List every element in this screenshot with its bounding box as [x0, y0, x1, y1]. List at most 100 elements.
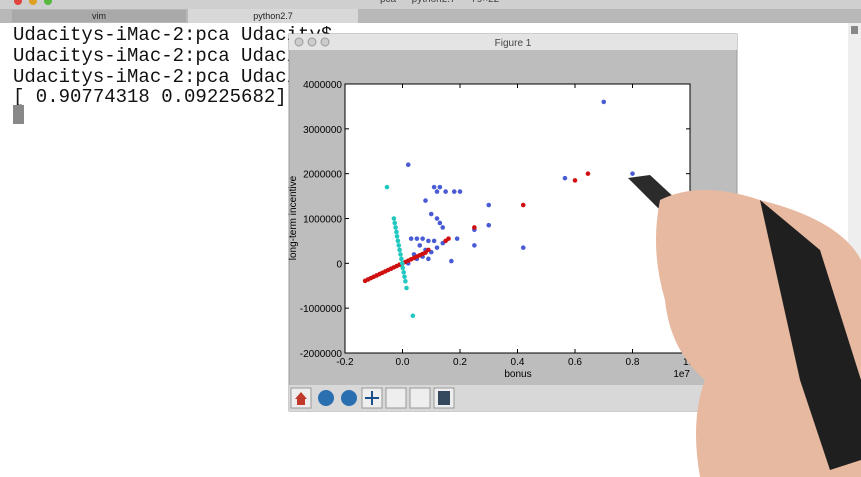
y-tick-label: 1000000: [303, 215, 342, 226]
forward-button[interactable]: [341, 390, 357, 406]
point: [437, 184, 443, 190]
close-button[interactable]: [294, 37, 304, 47]
point: [585, 171, 591, 176]
point: [431, 184, 437, 190]
point: [472, 225, 477, 230]
point: [440, 225, 446, 230]
save-icon: [438, 391, 450, 405]
point: [402, 274, 407, 280]
pan-icon: [365, 391, 379, 405]
point: [630, 171, 635, 176]
y-tick-label: 2000000: [303, 170, 342, 181]
toolbar-buttons: [290, 387, 455, 409]
point: [486, 222, 492, 228]
scroll-thumb[interactable]: [851, 26, 858, 34]
point: [384, 184, 390, 190]
terminal-line: Udacitys-iMac-2:pca Udacity$: [13, 45, 332, 67]
marks: -0.20.00.20.40.60.81.0-2000000-100000001…: [300, 80, 698, 368]
x-tick-label: 0.8: [626, 357, 640, 368]
zoom-button[interactable]: [44, 0, 52, 5]
tab-label[interactable]: vim: [92, 11, 106, 21]
terminal-title: pca — python2.7 — 79×22: [380, 0, 500, 5]
point: [472, 243, 477, 248]
point: [398, 252, 403, 257]
terminal-line: Udacitys-iMac-2:pca Udacity$: [13, 24, 332, 46]
point: [520, 202, 526, 208]
point: [423, 198, 428, 203]
point: [457, 189, 463, 194]
point: [520, 245, 526, 250]
point: [396, 243, 402, 248]
point: [443, 189, 448, 194]
point: [395, 238, 401, 244]
point: [601, 99, 607, 105]
point: [405, 162, 411, 167]
y-tick-label: -2000000: [300, 349, 343, 360]
point: [404, 285, 409, 291]
point: [562, 175, 568, 181]
subplots-button[interactable]: [409, 387, 431, 409]
presenter-hand: [628, 175, 861, 477]
x-tick-label: 0.2: [453, 357, 467, 368]
pen-body: [760, 200, 861, 470]
point: [414, 236, 420, 241]
terminal-line: Udacitys-iMac-2:pca Udacity$: [13, 66, 332, 88]
point: [423, 250, 428, 255]
point: [399, 261, 405, 266]
point: [392, 220, 398, 226]
point: [431, 238, 437, 244]
minimize-button[interactable]: [307, 37, 317, 47]
tab-active[interactable]: [188, 9, 358, 23]
point: [394, 234, 400, 239]
tab[interactable]: [12, 10, 186, 22]
terminal-titlebar: [0, 0, 861, 9]
point: [449, 258, 454, 264]
point: [426, 256, 431, 262]
point: [399, 256, 404, 262]
figure-titlebar: [289, 34, 737, 50]
point: [486, 202, 492, 208]
point: [426, 247, 431, 253]
x-tick-label: 0.4: [511, 357, 525, 368]
back-button[interactable]: [318, 390, 334, 406]
x-axis-label: bonus: [504, 369, 531, 380]
point: [391, 216, 397, 221]
x-tick-label: 0.0: [396, 357, 410, 368]
point: [417, 243, 423, 248]
y-axis-label: long-term incentive: [288, 175, 299, 260]
point: [428, 211, 434, 217]
y-tick-label: -1000000: [300, 304, 343, 315]
minimize-button[interactable]: [29, 0, 37, 5]
close-button[interactable]: [14, 0, 22, 5]
y-tick-label: 3000000: [303, 125, 342, 136]
cursor: [13, 105, 24, 124]
point: [426, 238, 431, 244]
point: [572, 178, 578, 183]
zoom-button[interactable]: [320, 37, 330, 47]
y-tick-label: 4000000: [303, 80, 342, 91]
point: [446, 236, 451, 241]
point: [454, 236, 460, 241]
tab-label[interactable]: python2.7: [253, 11, 293, 21]
point: [403, 278, 408, 284]
terminal-line: [ 0.90774318 0.09225682]: [13, 86, 287, 108]
point: [393, 225, 398, 230]
point: [410, 313, 416, 319]
point: [434, 245, 440, 250]
point: [437, 220, 443, 226]
point: [434, 216, 440, 221]
point: [434, 189, 440, 194]
zoom-rect-button[interactable]: [385, 387, 407, 409]
figure-title: Figure 1: [495, 38, 532, 49]
x-tick-label: -0.2: [336, 357, 354, 368]
x-offset-label: 1e7: [673, 369, 690, 380]
point: [397, 247, 402, 253]
point: [451, 189, 457, 194]
x-tick-label: 0.6: [568, 357, 582, 368]
home-icon: [295, 392, 307, 405]
point: [401, 270, 406, 275]
point: [408, 236, 414, 241]
plot-area: [344, 83, 691, 354]
